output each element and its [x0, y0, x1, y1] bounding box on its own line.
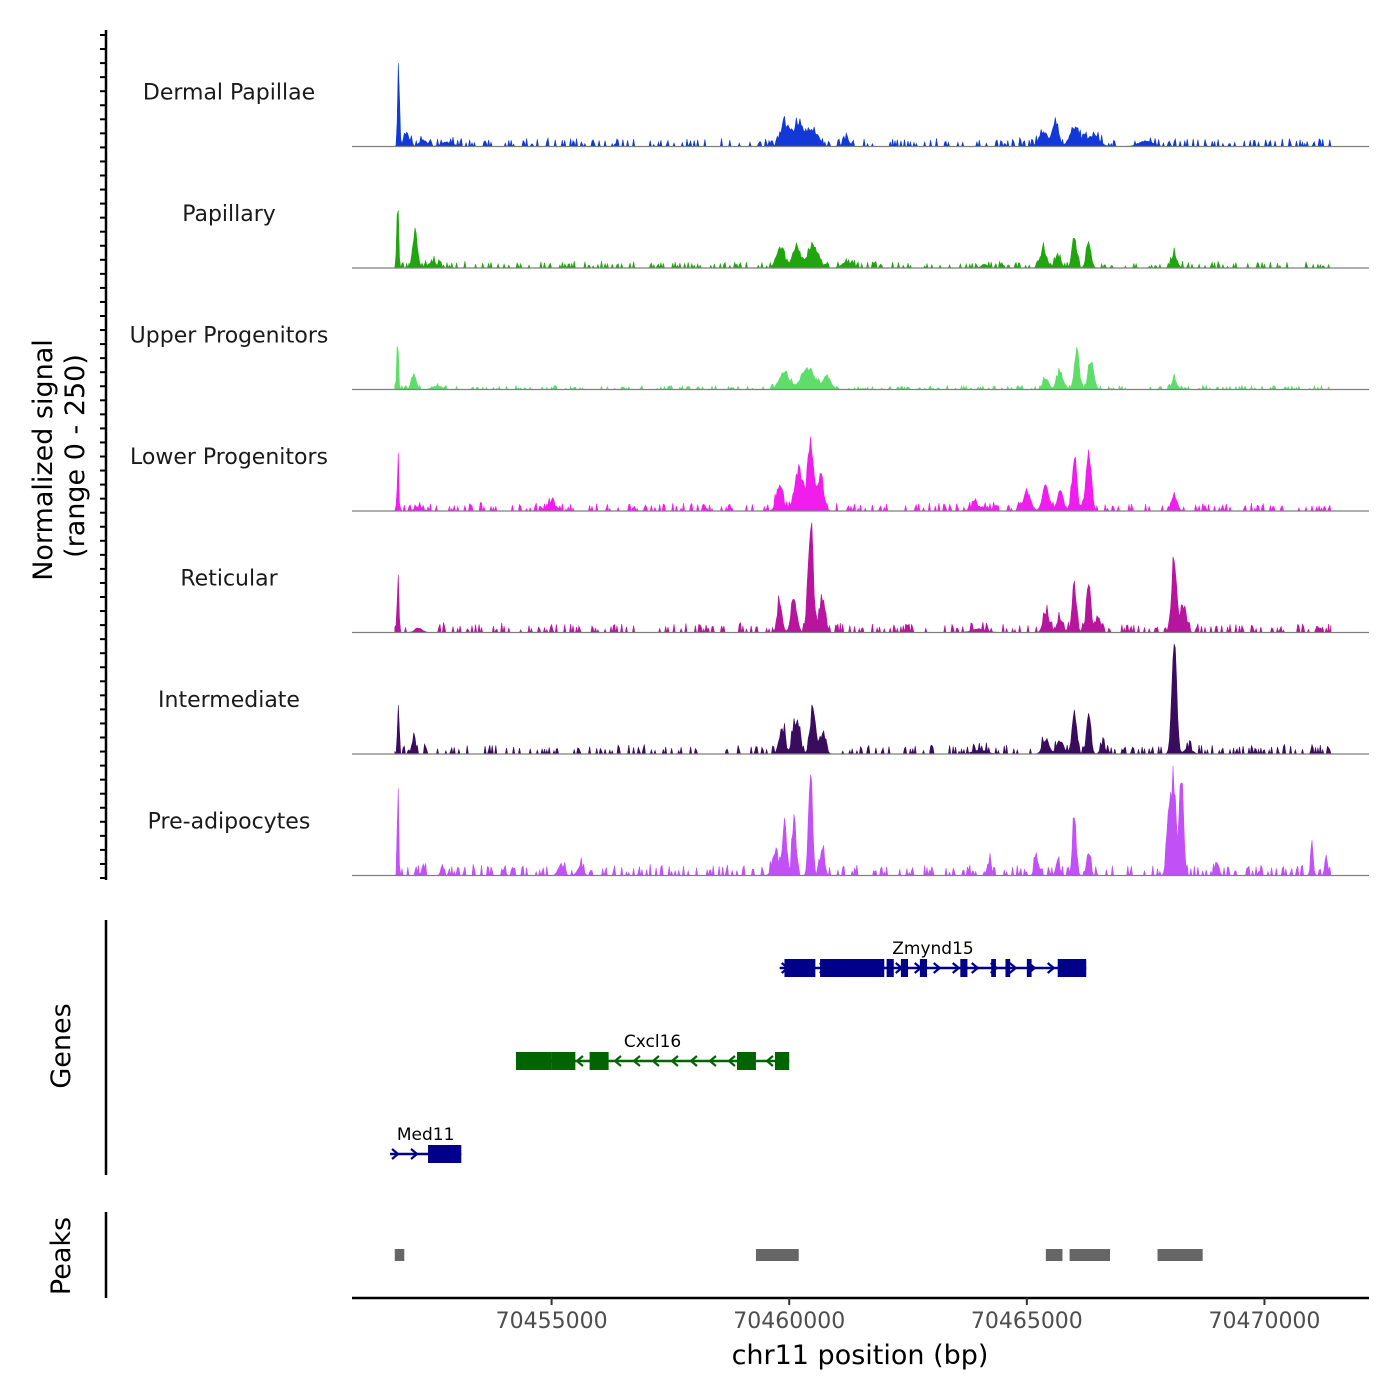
gene-name-label: Zmynd15 — [892, 939, 973, 959]
gene-name-label: Med11 — [397, 1125, 455, 1145]
peak-region — [394, 1249, 405, 1261]
gene-exon — [589, 1052, 609, 1070]
track-dermal-papillae: Dermal Papillae — [143, 63, 1369, 148]
strand-arrow — [689, 1055, 698, 1067]
track-label: Lower Progenitors — [130, 445, 328, 470]
strand-arrow — [708, 1055, 717, 1067]
gene-exon — [551, 1052, 576, 1070]
peak-region — [1157, 1249, 1203, 1261]
gene-exon — [784, 959, 816, 977]
strand-arrow — [952, 962, 961, 974]
strand-arrow — [971, 962, 980, 974]
peak-region — [1069, 1249, 1110, 1261]
x-tick-label: 70470000 — [1208, 1309, 1320, 1334]
strand-arrow — [613, 1055, 622, 1067]
strand-arrow — [765, 1055, 774, 1067]
strand-arrow — [575, 1055, 584, 1067]
coverage-tracks: Dermal Papillae Papillary Upper Progenitor… — [130, 63, 1369, 877]
strand-arrow — [632, 1055, 641, 1067]
track-upper-progenitors: Upper Progenitors — [130, 324, 1369, 391]
gene-cxcl16: Cxcl16 — [515, 1032, 790, 1070]
gene-med11: Med11 — [390, 1125, 462, 1163]
gene-name-label: Cxcl16 — [624, 1032, 681, 1052]
genes-axis-title: Genes — [46, 1003, 77, 1088]
track-label: Pre-adipocytes — [148, 810, 311, 835]
track-papillary: Papillary — [182, 202, 1369, 270]
strand-arrow — [933, 962, 942, 974]
gene-exon — [919, 959, 928, 977]
x-tick-label: 70455000 — [496, 1309, 608, 1334]
track-label: Reticular — [180, 567, 278, 592]
y-axis-title-line2: (range 0 - 250) — [60, 354, 91, 558]
peak-region — [755, 1249, 799, 1261]
track-intermediate: Intermediate — [158, 643, 1369, 756]
coverage-area — [394, 522, 1332, 634]
strand-arrow — [1047, 962, 1056, 974]
track-lower-progenitors: Lower Progenitors — [130, 436, 1369, 513]
gene-exon — [774, 1052, 790, 1070]
x-axis-title: chr11 position (bp) — [732, 1340, 989, 1371]
y-axis-title-line1: Normalized signal — [28, 339, 59, 581]
strand-arrow — [410, 1148, 419, 1160]
gene-exon — [960, 959, 968, 977]
gene-exon — [428, 1145, 462, 1163]
gene-zmynd15: Zmynd15 — [779, 939, 1087, 977]
strand-arrow — [651, 1055, 660, 1067]
gene-exon — [1057, 959, 1087, 977]
gene-exon — [515, 1052, 552, 1070]
track-reticular: Reticular — [180, 522, 1369, 634]
strand-arrow — [670, 1055, 679, 1067]
track-label: Dermal Papillae — [143, 81, 315, 106]
track-label: Papillary — [182, 202, 276, 227]
gene-exon — [736, 1052, 756, 1070]
gene-exon — [991, 959, 996, 977]
gene-exon — [820, 959, 885, 977]
track-label: Upper Progenitors — [130, 324, 329, 349]
peak-track — [394, 1249, 1203, 1261]
coverage-axis-ticks — [100, 34, 106, 879]
peaks-axis-title: Peaks — [46, 1217, 77, 1295]
gene-track: Zmynd15 Cxcl16 Med11 — [390, 939, 1087, 1163]
strand-arrow — [391, 1148, 400, 1160]
gene-exon — [886, 959, 894, 977]
gene-exon — [1005, 959, 1011, 977]
strand-arrow — [1009, 962, 1018, 974]
gene-exon — [900, 959, 909, 977]
strand-arrow — [727, 1055, 736, 1067]
peak-region — [1045, 1249, 1063, 1261]
gene-exon — [1026, 959, 1032, 977]
x-tick-label: 70460000 — [733, 1309, 845, 1334]
track-pre-adipocytes: Pre-adipocytes — [148, 765, 1369, 877]
x-tick-label: 70465000 — [971, 1309, 1083, 1334]
track-label: Intermediate — [158, 688, 300, 713]
x-axis-ticks: 70455000 70460000 70465000 70470000 — [496, 1298, 1320, 1334]
